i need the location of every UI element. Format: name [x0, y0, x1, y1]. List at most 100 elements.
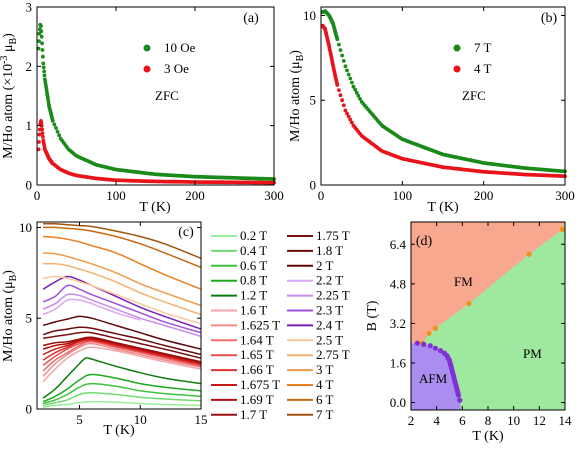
panel-b-series-0-point	[345, 68, 349, 73]
panel-c-legend-label: 0.6 T	[240, 258, 267, 273]
panel-a-series-1-point	[37, 140, 41, 144]
panel-a-series-0-point	[57, 133, 61, 138]
panel-c-series-line	[43, 223, 201, 259]
panel-a-xlabel: T (K)	[139, 200, 171, 215]
panel-b-ylabel: M/Ho atom (μB)	[288, 50, 306, 142]
ylabel-end: )	[1, 270, 16, 275]
panel-c-series-line	[42, 346, 201, 383]
panel-a-label: (a)	[243, 11, 259, 26]
panel-b-legend-label: 7 T	[474, 40, 492, 55]
panel-b-series-0-point	[353, 87, 358, 92]
panel-b-series-0-point	[348, 76, 353, 81]
panel-b-series-1-point	[348, 117, 353, 122]
panel-c-series-line	[43, 226, 201, 269]
panel-c-ytick-label: 5	[26, 311, 33, 326]
panel-a-ytick-label: 0	[26, 178, 33, 193]
panel-c-legend-label: 3 T	[316, 362, 334, 377]
panel-d-ytick-label: 0.0	[390, 395, 406, 410]
panel-c-legend-label: 2.3 T	[316, 303, 343, 318]
panel-a-series-0-point	[41, 61, 46, 66]
panel-a-series-0-point	[54, 126, 58, 130]
fm-boundary-point	[466, 301, 472, 307]
panel-a-series-0-point	[42, 69, 46, 74]
panel-c-xlabel: T (K)	[103, 423, 135, 438]
panel-b-series-1-point	[340, 98, 344, 103]
panel-c-legend-label: 1.2 T	[240, 288, 267, 303]
panel-c-legend-label: 1.65 T	[240, 347, 274, 362]
panel-a-xtick-label: 100	[106, 188, 126, 203]
panel-d-xtick-label: 10	[507, 413, 520, 428]
panel-d-ytick-label: 1.6	[390, 356, 407, 371]
panel-d-ytick-label: 4.8	[390, 276, 406, 291]
panel-b-label: (b)	[541, 11, 558, 26]
panel-a-legend-marker	[143, 65, 151, 73]
panel-b-legend-marker	[453, 65, 461, 73]
panel-c-series-line	[42, 284, 201, 334]
panel-c-plot	[42, 223, 201, 408]
panel-a-series-1	[36, 119, 276, 185]
panel-a-series-0	[36, 22, 276, 182]
panel-b-series-0-point	[341, 59, 346, 63]
panel-b-series-0-point	[343, 64, 348, 69]
panel-c-legend-label: 7 T	[316, 407, 334, 422]
panel-c-ytick-label: 0	[26, 402, 33, 417]
panel-b-xtick-label: 100	[393, 188, 413, 203]
ylabel-exponent: -3	[0, 56, 10, 64]
fm-boundary-point	[432, 325, 438, 331]
panel-b-series-1-point	[346, 114, 351, 119]
panel-a-xtick-label: 0	[34, 188, 41, 203]
panel-a-legend-label: 10 Oe	[164, 40, 196, 55]
afm-boundary-point	[414, 340, 420, 346]
afm-boundary-point	[455, 392, 462, 398]
panel-c-series-line	[42, 336, 201, 363]
afm-boundary-point	[437, 348, 444, 354]
fm-boundary-point	[559, 226, 565, 232]
panel-c-legend-label: 2.4 T	[316, 317, 343, 332]
panel-c-legend-label: 1.75 T	[316, 228, 350, 243]
panel-c-ytick-label: 10	[19, 220, 32, 235]
ylabel-subscript: B	[295, 54, 306, 61]
panel-c-series-line	[42, 382, 201, 405]
ylabel-main: M/Ho atom (×10	[1, 64, 16, 159]
panel-c-series-line	[42, 326, 201, 356]
panel-d-ylabel: B (T)	[365, 300, 380, 331]
panel-b-series-0-point	[335, 37, 340, 42]
panel-c-xtick-label: 5	[76, 412, 83, 427]
panel-c-legend-label: 2.2 T	[316, 273, 343, 288]
panel-c-legend-label: 2 T	[316, 258, 334, 273]
panel-c-legend-label: 2.25 T	[316, 288, 350, 303]
panel-a-ytick-label: 3	[26, 0, 33, 15]
panel-c-legend-label: 6 T	[316, 392, 334, 407]
panel-c-legend-label: 0.2 T	[240, 228, 267, 243]
panel-a-frame	[36, 6, 275, 186]
panel-b-frame	[320, 6, 566, 186]
panel-c-series-line	[42, 391, 201, 407]
afm-boundary-point	[421, 341, 427, 347]
panel-b-series-1-point	[337, 88, 341, 92]
panel-a-series-0-point	[36, 46, 41, 51]
panel-b-series-1-point	[343, 108, 348, 113]
panel-b-series-0-point	[350, 80, 354, 85]
panel-c-series-line	[42, 357, 201, 399]
panel-b-series-0-point	[351, 84, 356, 89]
panel-a-legend-label: 3 Oe	[164, 61, 189, 76]
panel-b-ytick-label: 5	[310, 93, 317, 108]
panel-b-series-0-point	[346, 72, 351, 77]
panel-d-label: (d)	[416, 234, 433, 249]
panel-a-ytick-label: 2	[26, 59, 33, 74]
fm-region	[411, 222, 565, 344]
panel-c-series-line	[42, 373, 201, 403]
panel-c-series-line	[42, 337, 201, 364]
panel-b-xtick-label: 0	[318, 188, 325, 203]
panel-a-series-0-point	[37, 39, 41, 43]
ylabel-mid: μ	[1, 44, 16, 55]
panel-c-legend-label: 1.64 T	[240, 332, 274, 347]
panel-b-series-0-point	[338, 48, 343, 52]
ylabel-subscript: B	[8, 274, 19, 281]
panel-a-ytick-label: 1	[26, 118, 33, 133]
panel-c-legend-label: 1.625 T	[240, 317, 280, 332]
panel-d-ytick-label: 3.2	[390, 316, 406, 331]
panel-c-series-line	[42, 341, 201, 372]
panel-c-series-line	[42, 342, 201, 377]
